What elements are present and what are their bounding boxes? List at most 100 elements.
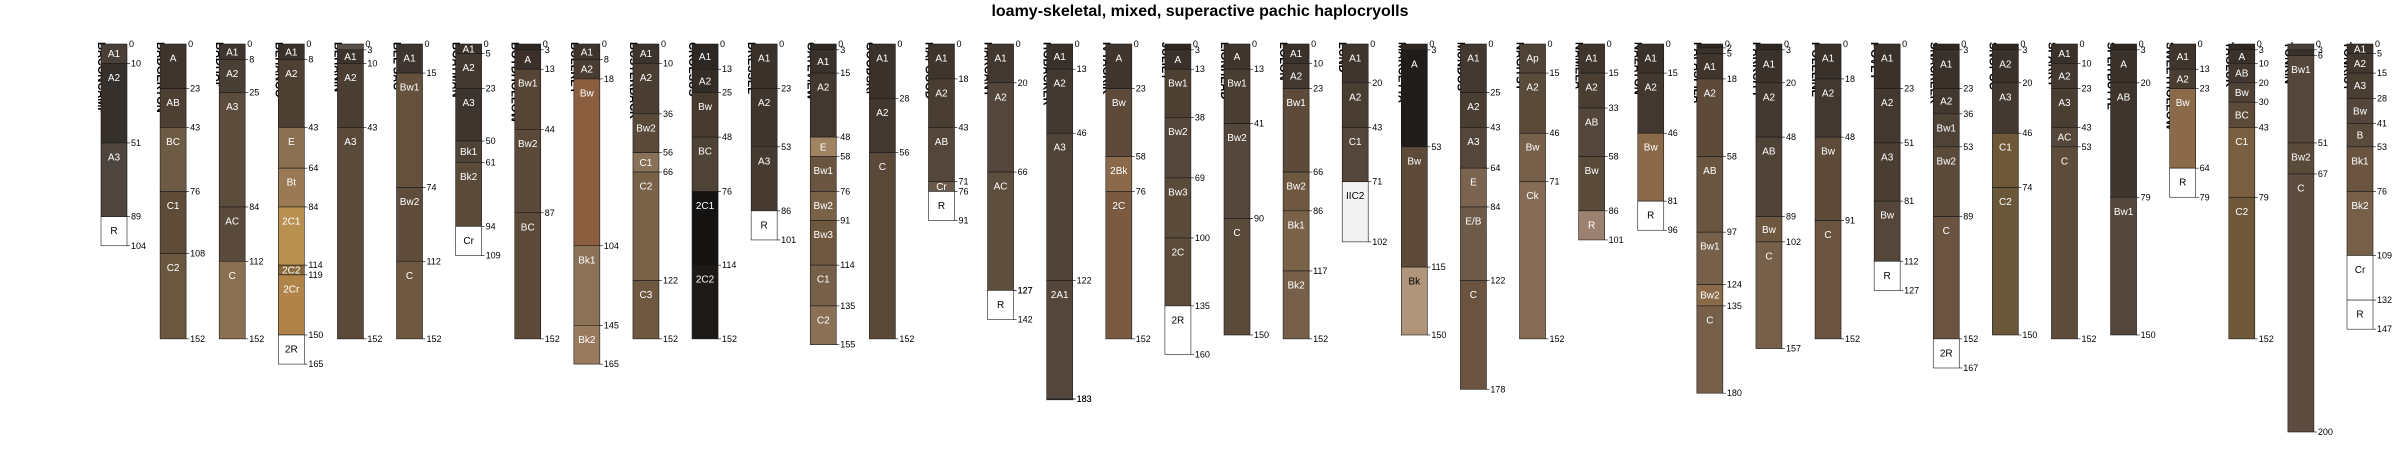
horizon-rect [159, 253, 187, 340]
depth-label: 0 [2375, 39, 2380, 49]
horizon-rect [750, 210, 778, 241]
depth-label: 66 [1313, 167, 1323, 177]
depth-label: 79 [2141, 192, 2151, 202]
horizon-label: AB [166, 98, 180, 109]
horizon-rect [1932, 338, 1960, 369]
depth-label: 56 [899, 148, 909, 158]
depth-label: 5 [2377, 49, 2382, 59]
horizon-rect [278, 167, 305, 208]
horizon-label: 2C [1171, 248, 1184, 259]
depth-label: 165 [604, 359, 619, 369]
depth-label: 0 [484, 39, 489, 49]
horizon-label: A1 [1349, 54, 1362, 65]
depth-label: 3 [2318, 45, 2323, 55]
horizon-label: C [406, 271, 413, 282]
horizon-label: A3 [226, 102, 239, 113]
horizon-rect [1460, 167, 1487, 208]
horizon-label: Bt [287, 178, 297, 189]
depth-label: 64 [1490, 163, 1500, 173]
horizon-rect [1696, 156, 1724, 233]
depth-label: 81 [1904, 196, 1914, 206]
horizon-label: Bw2 [400, 197, 420, 208]
horizon-rect [1696, 53, 1724, 80]
horizon-label: E/B [1465, 216, 1481, 227]
depth-label: 76 [840, 186, 850, 196]
horizon-label: A1 [463, 44, 476, 55]
depth-label: 132 [2377, 295, 2392, 305]
horizon-label: R [2179, 178, 2186, 189]
horizon-rect [1282, 88, 1310, 173]
depth-label: 0 [365, 39, 370, 49]
depth-label: 18 [1845, 74, 1855, 84]
horizon-label: AB [2235, 69, 2249, 80]
depth-label: 43 [367, 122, 377, 132]
depth-label: 18 [958, 74, 968, 84]
horizon-label: AB [1762, 147, 1776, 158]
depth-label: 150 [308, 330, 323, 340]
horizon-label: A2 [2058, 72, 2071, 83]
horizon-label: A2 [1645, 83, 1658, 94]
horizon-label: Ap [1526, 54, 1539, 65]
depth-label: 53 [1963, 142, 1973, 152]
horizon-rect [159, 191, 187, 254]
depth-label: 53 [781, 142, 791, 152]
horizon-label: A2 [935, 88, 948, 99]
horizon-label: Bw [2235, 88, 2250, 99]
depth-label: 13 [2200, 64, 2210, 74]
depth-label: 33 [1609, 103, 1619, 113]
depth-label: 58 [1136, 152, 1146, 162]
horizon-rect [1755, 43, 1783, 51]
horizon-label: A [524, 55, 531, 66]
horizon-label: AB [935, 137, 949, 148]
profile: BEL SAC0A115Bw174Bw2112C152 [391, 39, 442, 344]
horizon-rect [2110, 49, 2137, 84]
depth-label: 76 [1136, 186, 1146, 196]
horizon-rect [1755, 49, 1783, 84]
horizon-rect [632, 113, 660, 153]
horizon-rect [455, 53, 482, 89]
horizon-label: A1 [2058, 49, 2071, 60]
depth-label: 0 [1252, 39, 1257, 49]
depth-label: 152 [1313, 334, 1328, 344]
horizon-rect [809, 191, 837, 221]
depth-label: 84 [249, 202, 259, 212]
depth-label: 152 [1550, 334, 1565, 344]
depth-label: 183 [1077, 394, 1092, 404]
horizon-rect [2110, 196, 2137, 336]
horizon-rect [2228, 43, 2256, 51]
depth-label: 76 [2377, 186, 2387, 196]
depth-label: 200 [2318, 427, 2333, 437]
horizon-label: A1 [1763, 59, 1776, 70]
horizon-label: A2 [108, 73, 121, 84]
horizon-label: C2 [640, 182, 653, 193]
depth-label: 0 [1784, 39, 1789, 49]
depth-label: 0 [602, 39, 607, 49]
depth-label: 150 [2141, 330, 2156, 340]
horizon-rect [1401, 49, 1428, 148]
horizon-label: C2 [817, 315, 830, 326]
horizon-rect [1223, 218, 1251, 336]
depth-label: 51 [2318, 138, 2328, 148]
profile: CROESUS0A113A225Bw48BC762C11142C2152 [686, 39, 737, 344]
horizon-rect [396, 260, 423, 340]
horizon-label: AC [2058, 133, 2072, 144]
horizon-label: AC [994, 182, 1008, 193]
horizon-rect [455, 88, 482, 142]
depth-label: 79 [2259, 192, 2269, 202]
depth-label: 114 [722, 260, 736, 270]
depth-label: 69 [1195, 173, 1205, 183]
depth-label: 23 [1904, 84, 1914, 94]
horizon-rect [1755, 241, 1783, 349]
depth-label: 38 [1195, 113, 1205, 123]
depth-label: 147 [2377, 324, 2392, 334]
depth-label: 115 [1431, 262, 1445, 272]
horizon-label: A2 [1704, 88, 1717, 99]
horizon-rect [2169, 88, 2196, 169]
profile: IVYAGRIK0A23Bw582Bk762C152 [1100, 39, 1151, 344]
horizon-label: C [2297, 183, 2304, 194]
depth-label: 0 [779, 39, 784, 49]
depth-label: 109 [2377, 250, 2392, 260]
horizon-rect [1696, 78, 1724, 157]
depth-label: 135 [840, 301, 855, 311]
horizon-label: A2 [1999, 59, 2012, 70]
